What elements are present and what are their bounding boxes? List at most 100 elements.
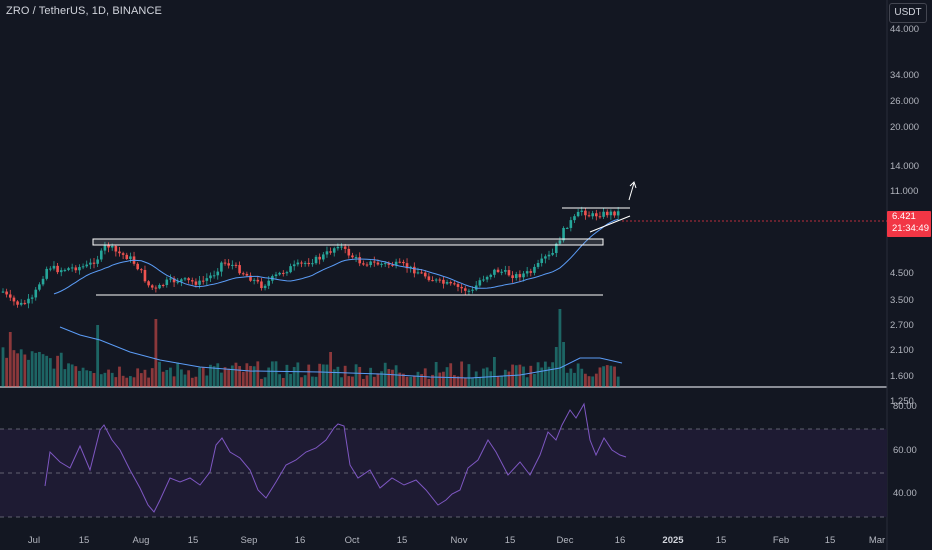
candle — [442, 279, 445, 284]
candle — [52, 265, 56, 269]
candle — [518, 274, 522, 278]
time-tick-label: Nov — [450, 535, 468, 546]
candle — [467, 290, 471, 292]
candle — [169, 278, 172, 280]
volume-bar — [398, 372, 402, 387]
volume-bar — [449, 363, 453, 387]
volume-bar — [260, 378, 263, 387]
candle — [96, 259, 99, 264]
volume-bar — [307, 364, 311, 387]
volume-bar — [12, 350, 16, 387]
volume-bar — [165, 369, 169, 387]
volume-bar — [533, 374, 536, 387]
candle — [249, 275, 252, 281]
candle — [34, 289, 38, 298]
volume-bar — [300, 377, 303, 387]
candle — [63, 269, 67, 271]
volume-bar — [616, 376, 620, 387]
volume-bar — [613, 366, 616, 387]
candle — [365, 264, 369, 266]
candle — [201, 280, 205, 282]
candle — [300, 262, 303, 264]
volume-bar — [99, 374, 103, 387]
candle — [245, 273, 249, 276]
volume-bar — [584, 373, 587, 387]
candle — [616, 211, 620, 216]
candle — [573, 216, 576, 221]
candle — [580, 210, 584, 212]
candle — [478, 280, 482, 286]
time-tick-label: 15 — [396, 535, 408, 546]
volume-bar — [289, 373, 292, 387]
currency-button[interactable]: USDT — [889, 3, 927, 23]
candle — [114, 246, 118, 252]
candle — [347, 248, 351, 256]
volume-bar — [267, 367, 271, 387]
volume-bar — [59, 352, 63, 387]
volume-bar — [423, 368, 427, 387]
candle — [591, 213, 594, 217]
volume-bar — [609, 365, 613, 387]
candle — [438, 279, 442, 281]
candle — [482, 279, 485, 281]
candle — [343, 246, 347, 249]
candle — [107, 244, 110, 248]
volume-bar — [281, 377, 285, 387]
volume-bar — [383, 362, 387, 387]
volume-bar — [387, 369, 391, 387]
volume-bar — [19, 349, 23, 387]
candle — [511, 275, 514, 279]
candle — [380, 263, 383, 265]
volume-bar — [30, 351, 34, 387]
candle — [551, 253, 554, 255]
candle — [59, 270, 63, 273]
volume-bar — [241, 371, 245, 387]
price-tick-label: 44.000 — [890, 24, 920, 35]
candle — [220, 262, 223, 272]
volume-bar — [274, 361, 278, 387]
candle — [30, 297, 34, 299]
candle — [431, 280, 434, 282]
price-tick-label: 2.100 — [890, 345, 914, 356]
candle — [369, 261, 372, 266]
volume-bar — [500, 375, 504, 387]
volume-bar — [303, 375, 307, 387]
candle — [190, 280, 194, 282]
volume-bar — [427, 378, 431, 387]
volume-bar — [336, 366, 340, 387]
candle — [529, 271, 533, 273]
time-tick-label: Feb — [772, 535, 790, 546]
candle — [256, 279, 260, 282]
candle — [147, 281, 150, 286]
volume-bar — [296, 362, 300, 387]
candle — [121, 253, 125, 255]
volume-bar — [205, 375, 209, 387]
volume-bar — [136, 368, 140, 387]
candle — [456, 284, 460, 287]
last-price-label: 6.421 21:34:49 — [887, 211, 931, 237]
candle — [285, 272, 289, 274]
volume-bar — [540, 367, 544, 387]
volume-bar — [23, 354, 27, 387]
candle — [547, 254, 551, 257]
volume-bar — [507, 371, 511, 387]
candle — [223, 262, 227, 264]
volume-bar — [340, 377, 343, 387]
volume-bar — [249, 365, 252, 387]
candle — [372, 261, 376, 263]
candle — [405, 263, 409, 269]
volume-bar — [5, 357, 9, 387]
volume-bar — [92, 373, 96, 387]
volume-bar — [463, 377, 467, 387]
candle — [416, 272, 420, 274]
time-tick-label: 2025 — [662, 535, 684, 546]
candle — [136, 263, 139, 270]
price-tick-label: 1.250 — [890, 396, 914, 407]
candle — [427, 276, 431, 281]
candle — [209, 275, 212, 279]
volume-bar — [198, 367, 201, 387]
volume-bar — [107, 369, 110, 387]
candle — [45, 268, 48, 279]
